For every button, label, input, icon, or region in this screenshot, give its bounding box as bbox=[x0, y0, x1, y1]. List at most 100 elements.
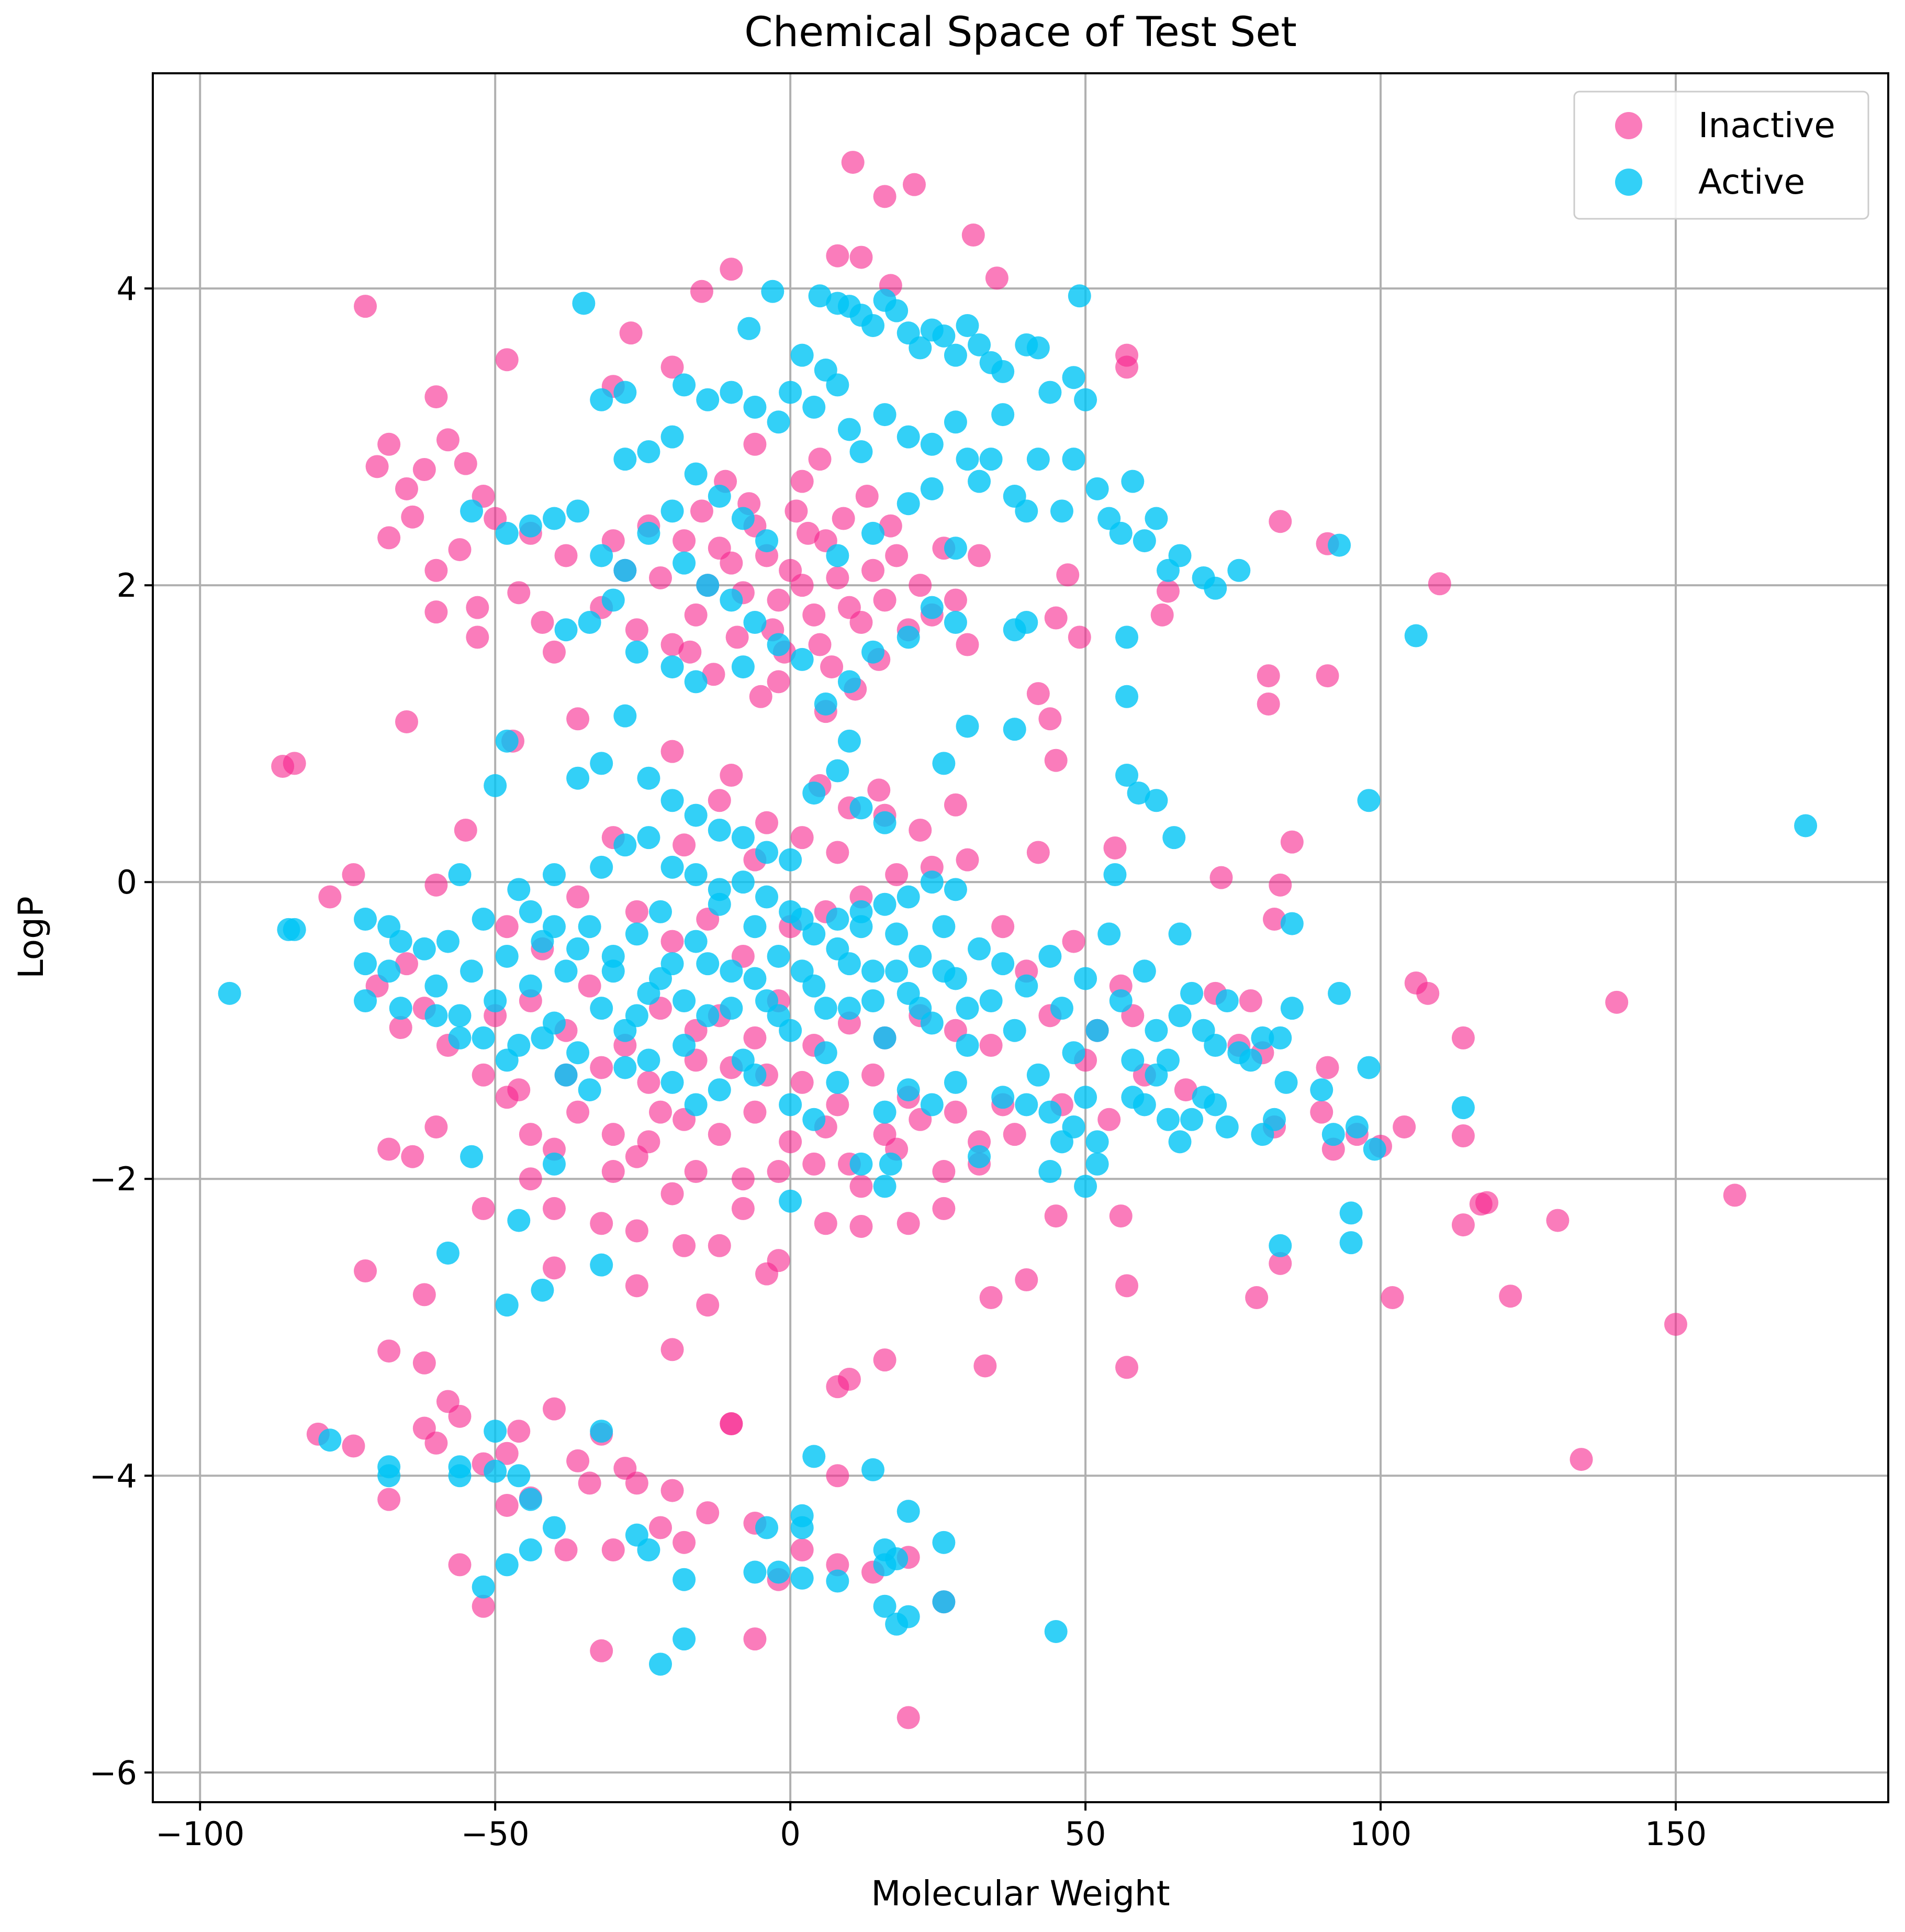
data-point-inactive bbox=[377, 1488, 401, 1511]
data-point-active bbox=[424, 1004, 448, 1028]
data-point-inactive bbox=[283, 752, 306, 775]
data-point-active bbox=[448, 863, 472, 887]
data-point-inactive bbox=[318, 885, 342, 909]
data-point-inactive bbox=[879, 514, 902, 538]
axis-ticks: −100 −50 0 50 100 150 −6 −4 −2 0 2 4 bbox=[89, 270, 1707, 1853]
data-point-inactive bbox=[454, 452, 477, 475]
data-point-active bbox=[218, 981, 241, 1005]
data-point-inactive bbox=[779, 1130, 802, 1154]
data-point-inactive bbox=[578, 974, 601, 998]
data-point-inactive bbox=[637, 1070, 660, 1094]
data-point-active bbox=[495, 1553, 519, 1577]
data-point-inactive bbox=[1044, 1204, 1068, 1228]
data-point-inactive bbox=[861, 1063, 885, 1087]
data-point-active bbox=[648, 900, 672, 923]
data-point-inactive bbox=[660, 355, 684, 379]
data-point-active bbox=[849, 440, 873, 463]
data-point-inactive bbox=[495, 1442, 519, 1465]
data-point-active bbox=[956, 314, 979, 337]
data-point-active bbox=[507, 878, 531, 901]
data-point-active bbox=[590, 752, 613, 775]
data-point-inactive bbox=[1015, 1268, 1038, 1292]
data-point-active bbox=[354, 908, 377, 931]
data-point-active bbox=[495, 1048, 519, 1072]
data-point-inactive bbox=[660, 930, 684, 953]
data-point-inactive bbox=[690, 499, 713, 523]
data-point-active bbox=[673, 1568, 696, 1591]
data-point-active bbox=[708, 485, 731, 508]
data-point-inactive bbox=[648, 566, 672, 589]
data-point-active bbox=[1074, 1086, 1097, 1109]
data-point-inactive bbox=[578, 1471, 601, 1495]
data-point-active bbox=[472, 1026, 495, 1049]
data-point-active bbox=[1133, 1093, 1156, 1116]
data-point-inactive bbox=[826, 1375, 849, 1399]
data-point-active bbox=[979, 989, 1003, 1012]
data-point-inactive bbox=[590, 1212, 613, 1235]
data-point-active bbox=[1204, 1093, 1227, 1116]
data-point-inactive bbox=[790, 1538, 814, 1562]
data-point-active bbox=[590, 855, 613, 879]
data-point-inactive bbox=[991, 915, 1015, 939]
data-point-active bbox=[1062, 366, 1085, 389]
data-point-inactive bbox=[849, 1175, 873, 1198]
data-point-inactive bbox=[354, 1259, 377, 1283]
data-point-active bbox=[944, 611, 967, 634]
data-point-inactive bbox=[1239, 989, 1262, 1012]
data-point-active bbox=[1085, 1130, 1109, 1154]
data-point-inactive bbox=[673, 1234, 696, 1257]
data-point-inactive bbox=[873, 1348, 897, 1372]
data-point-active bbox=[1015, 499, 1038, 523]
data-point-inactive bbox=[436, 428, 460, 452]
data-point-inactive bbox=[1044, 749, 1068, 772]
x-tick-label: −100 bbox=[155, 1815, 244, 1853]
data-point-inactive bbox=[424, 559, 448, 582]
data-point-active bbox=[802, 395, 826, 419]
data-point-active bbox=[625, 1004, 648, 1028]
data-point-inactive bbox=[1605, 990, 1629, 1014]
data-point-active bbox=[519, 1538, 542, 1562]
data-point-inactive bbox=[673, 1531, 696, 1554]
data-point-active bbox=[590, 388, 613, 411]
data-point-active bbox=[484, 989, 507, 1012]
data-point-active bbox=[660, 855, 684, 879]
data-point-active bbox=[968, 1145, 991, 1168]
data-point-active bbox=[542, 863, 566, 887]
data-point-inactive bbox=[448, 1404, 472, 1428]
data-point-active bbox=[920, 432, 944, 456]
data-point-active bbox=[684, 863, 708, 887]
data-point-inactive bbox=[684, 603, 708, 627]
data-point-active bbox=[412, 937, 436, 961]
data-point-inactive bbox=[790, 1070, 814, 1094]
data-point-active bbox=[1074, 1175, 1097, 1198]
data-point-active bbox=[897, 425, 920, 449]
data-point-inactive bbox=[507, 1078, 531, 1102]
data-point-inactive bbox=[902, 173, 926, 196]
data-point-inactive bbox=[625, 1219, 648, 1243]
data-point-inactive bbox=[542, 1397, 566, 1421]
data-point-active bbox=[968, 937, 991, 961]
data-point-active bbox=[1262, 1108, 1286, 1131]
data-point-active bbox=[696, 1004, 720, 1028]
data-point-active bbox=[696, 952, 720, 976]
data-point-inactive bbox=[708, 1234, 731, 1257]
data-point-inactive bbox=[767, 588, 790, 612]
data-point-active bbox=[637, 1538, 660, 1562]
data-point-inactive bbox=[1156, 579, 1180, 603]
data-point-active bbox=[460, 959, 484, 983]
data-point-inactive bbox=[566, 885, 590, 909]
data-point-active bbox=[956, 997, 979, 1020]
data-point-active bbox=[920, 1093, 944, 1116]
data-point-inactive bbox=[720, 1412, 743, 1436]
data-point-inactive bbox=[932, 1160, 956, 1183]
data-point-active bbox=[932, 915, 956, 939]
data-point-active bbox=[1062, 1115, 1085, 1138]
data-point-inactive bbox=[944, 1100, 967, 1124]
data-point-active bbox=[897, 1500, 920, 1523]
legend: Inactive Active bbox=[1573, 91, 1869, 220]
data-point-inactive bbox=[673, 529, 696, 553]
data-point-inactive bbox=[1038, 707, 1062, 731]
data-point-active bbox=[1145, 1063, 1168, 1087]
data-point-active bbox=[755, 841, 779, 864]
data-point-inactive bbox=[395, 477, 418, 500]
